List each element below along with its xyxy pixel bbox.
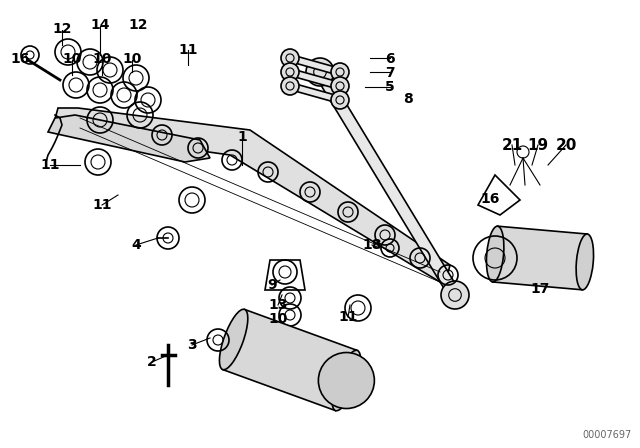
Polygon shape <box>223 310 357 410</box>
Polygon shape <box>289 55 341 75</box>
Polygon shape <box>52 108 450 285</box>
Text: 5: 5 <box>385 80 395 94</box>
Text: 11: 11 <box>92 198 112 212</box>
Polygon shape <box>289 69 341 89</box>
Text: 1: 1 <box>237 130 247 144</box>
Ellipse shape <box>220 309 248 370</box>
Ellipse shape <box>486 226 504 282</box>
Text: 2: 2 <box>147 355 157 369</box>
Text: 16: 16 <box>480 192 500 206</box>
Circle shape <box>331 91 349 109</box>
Circle shape <box>441 281 469 309</box>
Text: 11: 11 <box>339 310 358 324</box>
Text: 18: 18 <box>362 238 381 252</box>
Text: 17: 17 <box>531 282 550 296</box>
Circle shape <box>318 353 374 409</box>
Text: 10: 10 <box>92 52 112 66</box>
Text: 12: 12 <box>128 18 148 32</box>
Text: 11: 11 <box>179 43 198 57</box>
Text: 7: 7 <box>385 66 395 80</box>
Text: 4: 4 <box>131 238 141 252</box>
Text: 10: 10 <box>268 312 288 326</box>
Text: 6: 6 <box>385 52 395 66</box>
Text: 12: 12 <box>52 22 72 36</box>
Circle shape <box>306 58 334 86</box>
Circle shape <box>331 63 349 81</box>
Text: 10: 10 <box>62 52 82 66</box>
Text: 20: 20 <box>556 138 577 153</box>
Polygon shape <box>315 69 460 298</box>
Ellipse shape <box>332 350 360 411</box>
Polygon shape <box>289 82 341 103</box>
Circle shape <box>281 63 299 81</box>
Text: 3: 3 <box>187 338 197 352</box>
Circle shape <box>331 77 349 95</box>
Circle shape <box>281 77 299 95</box>
Text: 14: 14 <box>90 18 109 32</box>
Polygon shape <box>48 115 210 162</box>
Ellipse shape <box>576 234 593 290</box>
Text: 16: 16 <box>10 52 29 66</box>
Circle shape <box>281 49 299 67</box>
Text: 21: 21 <box>501 138 523 153</box>
Text: 8: 8 <box>403 92 413 106</box>
Text: 9: 9 <box>267 278 277 292</box>
Text: 11: 11 <box>40 158 60 172</box>
Text: 10: 10 <box>122 52 141 66</box>
Text: 00007697: 00007697 <box>583 430 632 440</box>
Polygon shape <box>493 226 588 290</box>
Text: 19: 19 <box>527 138 548 153</box>
Text: 13: 13 <box>268 298 288 312</box>
